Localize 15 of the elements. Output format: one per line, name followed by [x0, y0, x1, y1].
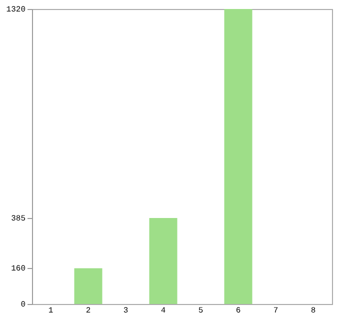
x-tick-label: 5	[198, 306, 204, 316]
x-tick-label: 6	[236, 306, 241, 316]
x-tick-label: 4	[160, 306, 166, 316]
x-tick-label: 8	[310, 306, 316, 316]
bar	[149, 218, 178, 304]
y-tick-label: 160	[11, 264, 26, 274]
x-tick-label: 7	[273, 306, 278, 316]
x-tick-label: 3	[123, 306, 128, 316]
x-tick-label: 2	[86, 306, 91, 316]
bar	[74, 268, 102, 304]
y-tick-label: 0	[20, 300, 26, 310]
y-tick-label: 385	[11, 214, 26, 224]
y-tick-label: 1320	[6, 6, 26, 14]
bar	[224, 9, 252, 304]
x-tick-label: 1	[48, 306, 54, 316]
